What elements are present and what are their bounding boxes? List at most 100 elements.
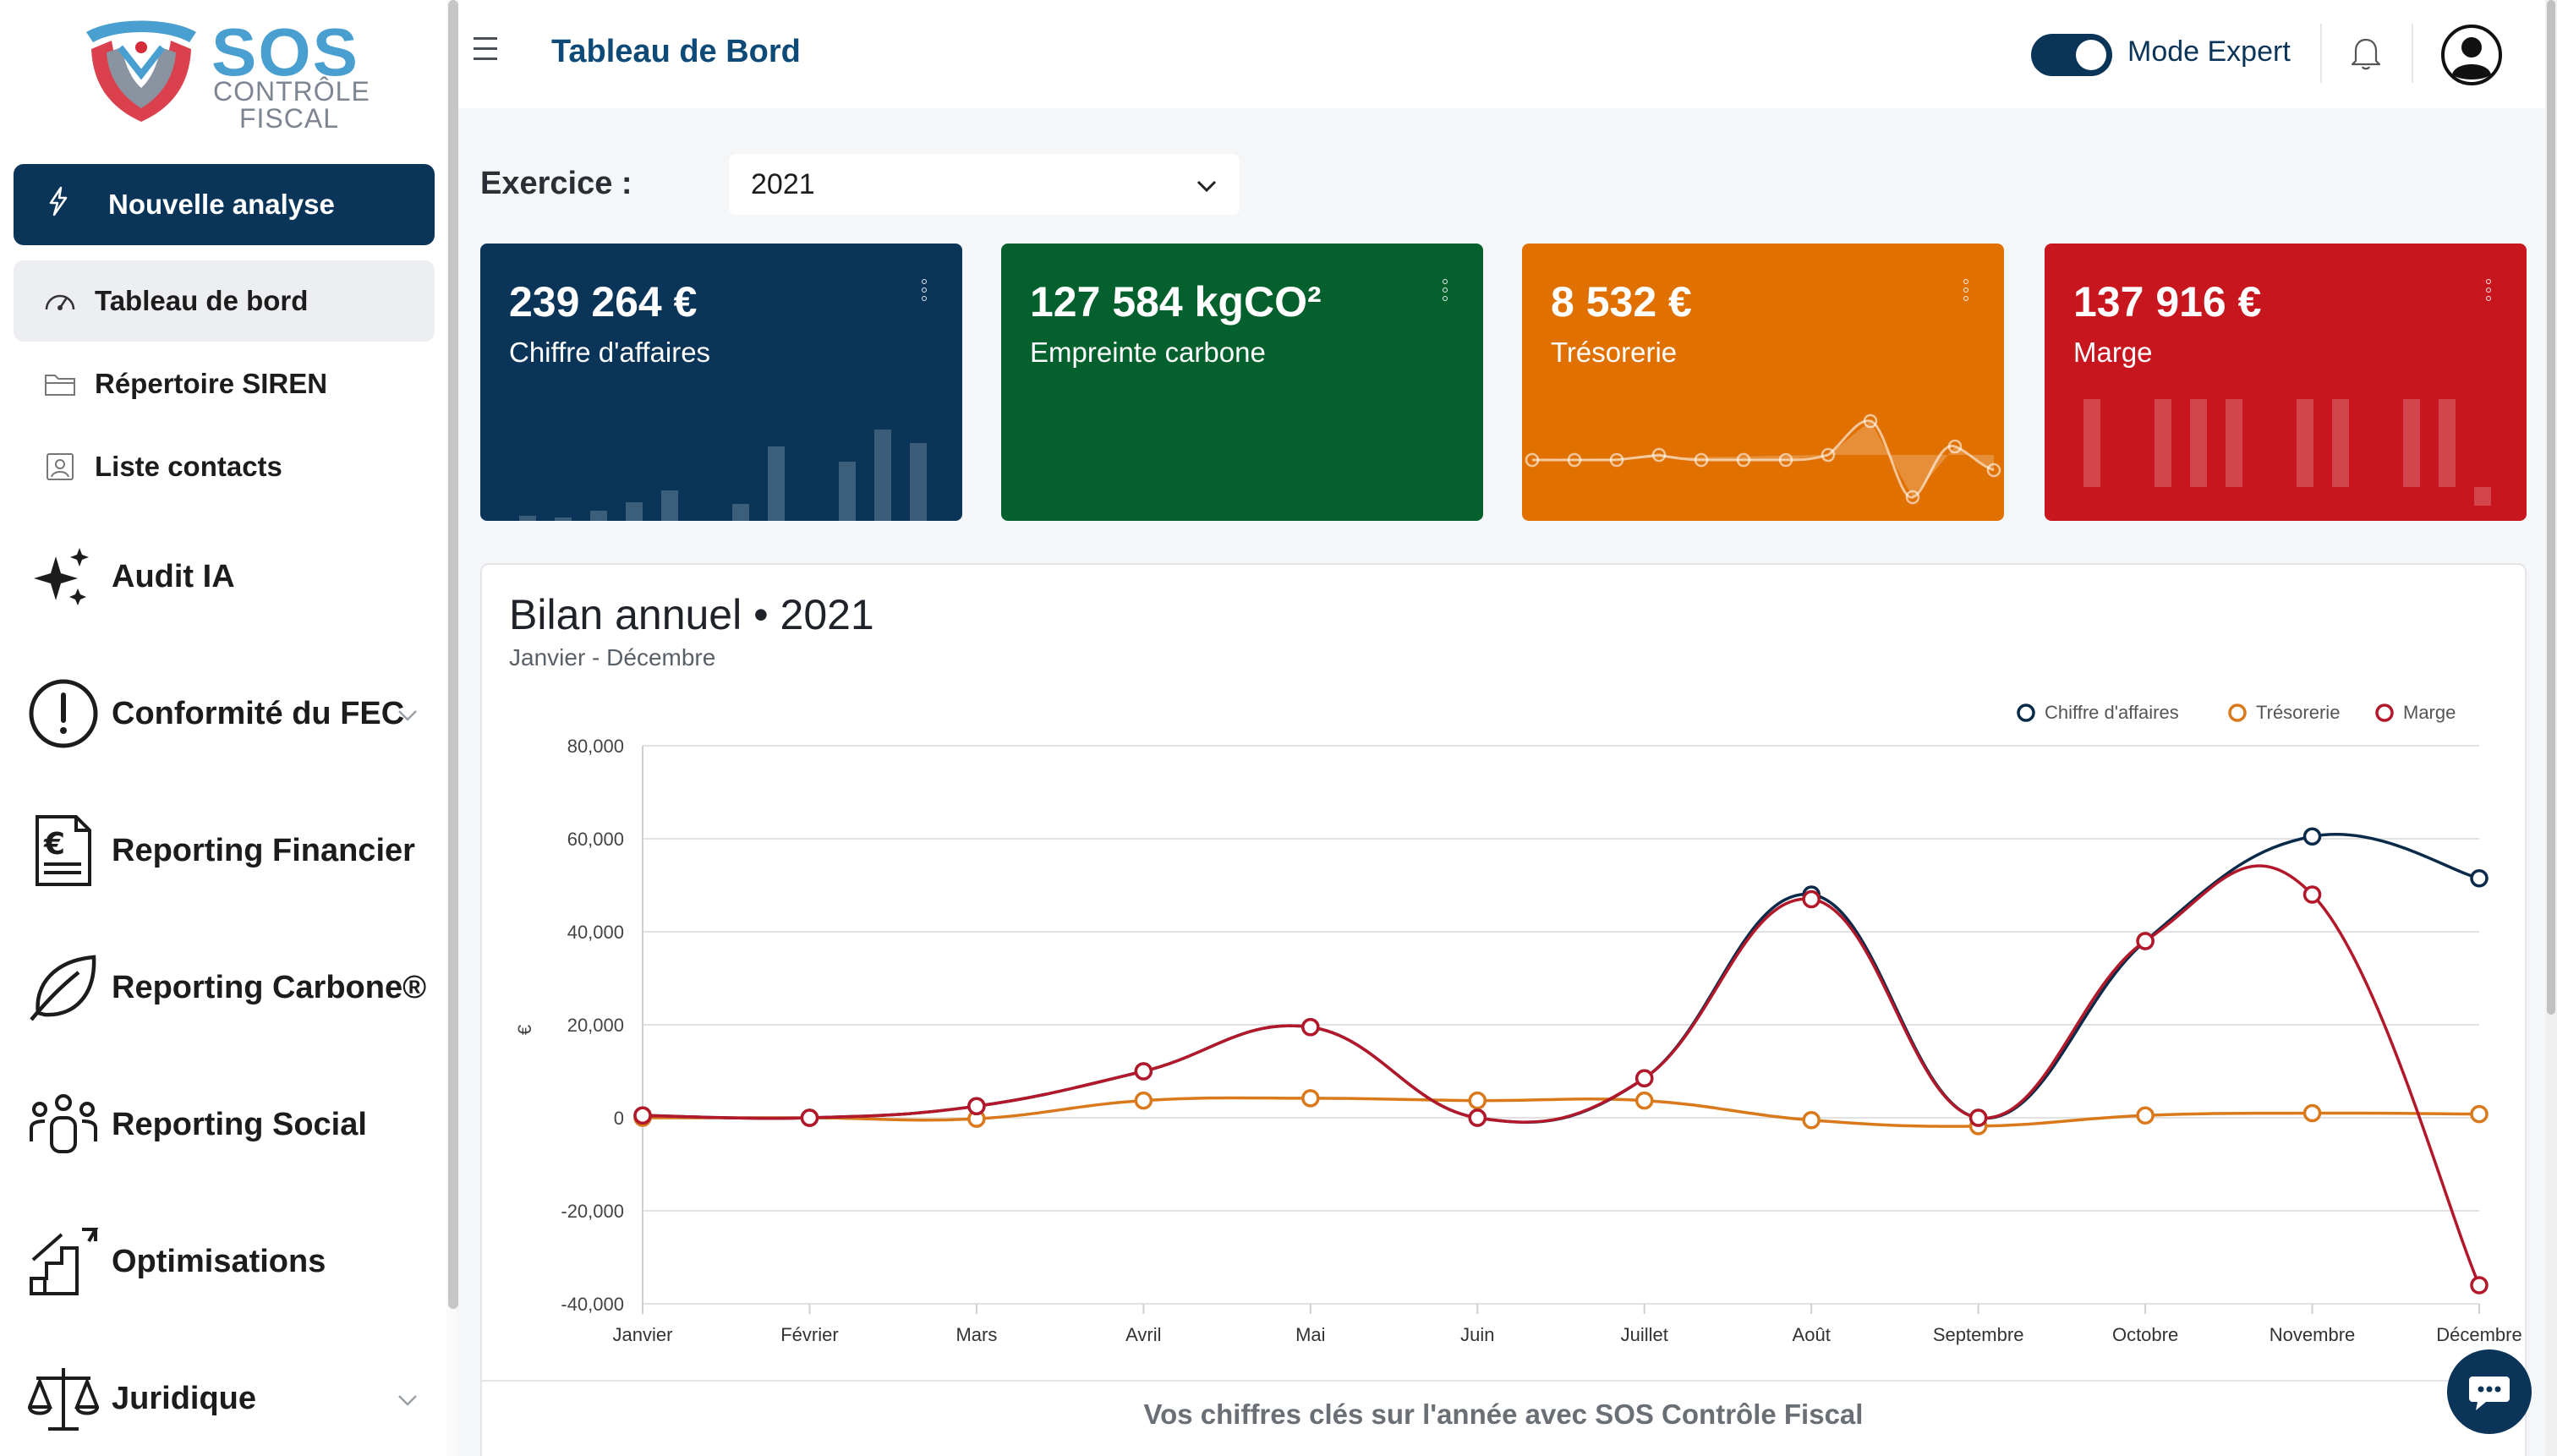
kpi-card-revenue[interactable]: 239 264 € Chiffre d'affaires	[480, 244, 962, 521]
x-tick-label: Février	[780, 1324, 838, 1345]
kpi-label: Marge	[2073, 337, 2153, 368]
expert-mode-toggle[interactable]	[2031, 34, 2112, 76]
brand-tagline: CONTRÔLE FISCAL	[213, 78, 370, 132]
exercise-select[interactable]: 2021	[729, 154, 1240, 215]
legend-marker[interactable]	[2375, 703, 2394, 722]
sidebar-section-reporting-financier[interactable]: € Reporting Financier	[25, 808, 431, 893]
sidebar-item-contacts[interactable]: Liste contacts	[14, 426, 435, 507]
y-tick-label: 40,000	[567, 922, 624, 943]
page-scrollbar-thumb[interactable]	[2547, 0, 2555, 1015]
x-tick-label: Avril	[1125, 1324, 1161, 1345]
sidebar-section-audit-ia[interactable]: Audit IA	[25, 534, 431, 619]
data-point[interactable]	[2302, 1103, 2322, 1123]
sidebar-item-siren[interactable]: Répertoire SIREN	[14, 343, 435, 424]
panel-footer: Vos chiffres clés sur l'année avec SOS C…	[1143, 1399, 1864, 1430]
kpi-sparkline-bars	[519, 430, 927, 521]
gauge-icon	[39, 287, 81, 315]
data-point[interactable]	[1134, 1091, 1153, 1110]
legend-marker[interactable]	[2017, 703, 2035, 722]
data-point[interactable]	[1634, 1069, 1654, 1087]
legend-label[interactable]: Chiffre d'affaires	[2045, 702, 2179, 723]
kpi-label: Empreinte carbone	[1030, 337, 1266, 368]
y-tick-label: 20,000	[567, 1015, 624, 1036]
y-tick-label: 0	[614, 1108, 624, 1129]
chevron-down-icon	[1196, 172, 1218, 205]
svg-text:€: €	[43, 827, 65, 862]
x-tick-label: Septembre	[1933, 1324, 2024, 1345]
more-options-icon[interactable]	[1443, 279, 1449, 306]
bell-icon[interactable]	[2349, 34, 2383, 71]
kpi-sparkline-line	[1525, 413, 2001, 505]
more-options-icon[interactable]	[2486, 279, 2493, 306]
alert-circle-icon	[25, 676, 101, 752]
data-point[interactable]	[633, 1106, 652, 1125]
data-point[interactable]	[967, 1097, 986, 1115]
chat-bubble-icon	[2469, 1377, 2510, 1410]
data-point[interactable]	[2470, 869, 2489, 888]
legend-label[interactable]: Trésorerie	[2256, 702, 2340, 723]
sidebar-section-optimisations[interactable]: Optimisations	[25, 1219, 431, 1304]
data-point[interactable]	[1301, 1089, 1320, 1108]
leaf-icon	[25, 950, 101, 1026]
y-tick-label: -40,000	[561, 1294, 624, 1315]
data-point[interactable]	[2302, 885, 2322, 904]
data-point[interactable]	[2470, 1276, 2489, 1295]
annual-balance-panel: Bilan annuel • 2021 Janvier - Décembre 8…	[480, 563, 2527, 1456]
data-point[interactable]	[1802, 889, 1821, 909]
folder-icon	[39, 370, 81, 397]
section-label: Reporting Financier	[112, 832, 415, 868]
brand-name: SOS	[211, 14, 359, 90]
kpi-value: 137 916 €	[2073, 278, 2262, 326]
kpi-card-treasury[interactable]: 8 532 € Trésorerie	[1522, 244, 2004, 521]
series-line	[642, 832, 2480, 1125]
sparkles-icon	[25, 539, 101, 615]
sidebar-section-reporting-social[interactable]: Reporting Social	[25, 1082, 431, 1167]
section-label: Optimisations	[112, 1243, 326, 1279]
data-point[interactable]	[1802, 1111, 1821, 1130]
data-point[interactable]	[1968, 1108, 1988, 1127]
sidebar-section-juridique[interactable]: Juridique	[25, 1356, 431, 1441]
data-point[interactable]	[1134, 1062, 1153, 1081]
sidebar-scrollbar-thumb[interactable]	[448, 0, 458, 1309]
legend-label[interactable]: Marge	[2403, 702, 2456, 723]
kpi-card-margin[interactable]: 137 916 € Marge	[2045, 244, 2527, 521]
data-point[interactable]	[1301, 1018, 1320, 1037]
data-point[interactable]	[2302, 827, 2322, 846]
data-point[interactable]	[1468, 1108, 1487, 1127]
new-analysis-button[interactable]: Nouvelle analyse	[14, 164, 435, 245]
series-line	[642, 1096, 2480, 1128]
data-point[interactable]	[2136, 932, 2155, 950]
euro-document-icon: €	[25, 813, 101, 889]
more-options-icon[interactable]	[1963, 279, 1970, 306]
growth-chart-icon	[25, 1223, 101, 1300]
data-point[interactable]	[2470, 1104, 2489, 1124]
data-point[interactable]	[800, 1108, 819, 1127]
data-point[interactable]	[1468, 1091, 1487, 1110]
brand-logo[interactable]	[78, 14, 382, 140]
legend-marker[interactable]	[2228, 703, 2247, 722]
more-options-icon[interactable]	[922, 279, 928, 306]
kpi-value: 8 532 €	[1551, 278, 1692, 326]
hamburger-menu-icon[interactable]	[474, 37, 499, 68]
kpi-value: 239 264 €	[509, 278, 698, 326]
chevron-down-icon	[397, 701, 418, 727]
data-point[interactable]	[2136, 1106, 2155, 1125]
section-label: Juridique	[112, 1380, 257, 1416]
chat-button[interactable]	[2447, 1349, 2532, 1434]
sidebar-item-dashboard[interactable]: Tableau de bord	[14, 260, 435, 342]
sidebar-item-label: Tableau de bord	[95, 285, 309, 316]
section-label: Reporting Carbone®	[112, 969, 427, 1005]
user-avatar-icon[interactable]	[2440, 24, 2503, 86]
kpi-card-carbon[interactable]: 127 584 kgCO² Empreinte carbone	[1001, 244, 1483, 521]
sidebar-section-fec[interactable]: Conformité du FEC	[25, 671, 431, 756]
x-tick-label: Octobre	[2112, 1324, 2178, 1345]
y-axis-label: €	[514, 1025, 535, 1035]
data-point[interactable]	[1634, 1091, 1654, 1110]
sidebar-section-reporting-carbone[interactable]: Reporting Carbone®	[25, 945, 431, 1030]
x-tick-label: Juin	[1460, 1324, 1494, 1345]
x-tick-label: Août	[1793, 1324, 1831, 1345]
contact-icon	[39, 452, 81, 482]
kpi-value: 127 584 kgCO²	[1030, 278, 1322, 326]
kpi-label: Trésorerie	[1551, 337, 1678, 368]
page-title: Tableau de Bord	[551, 34, 801, 69]
